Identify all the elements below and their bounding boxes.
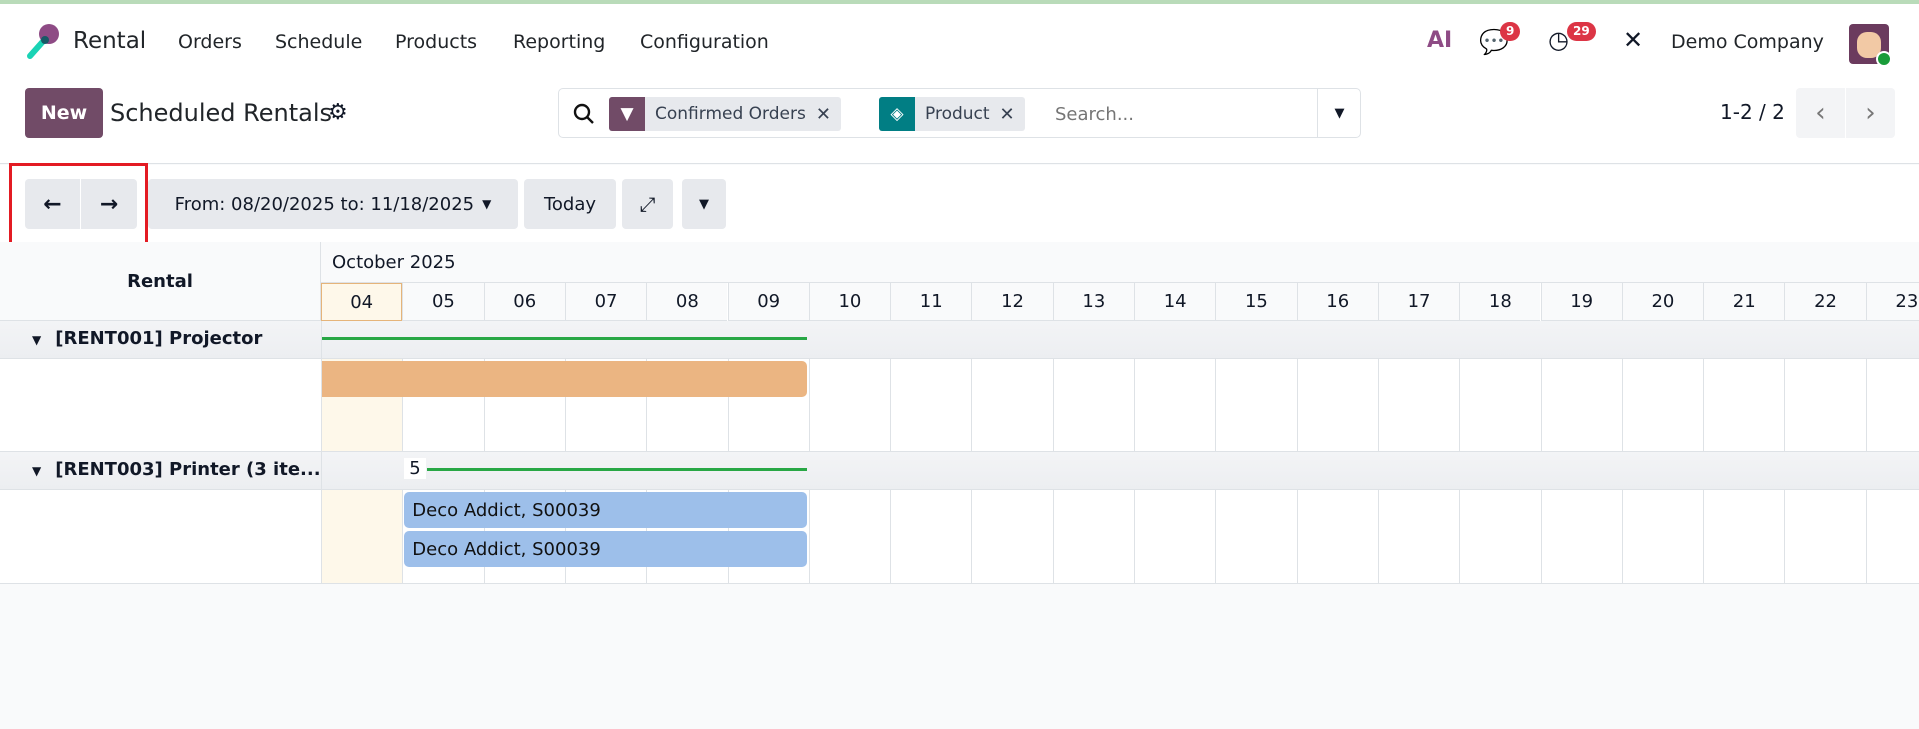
day-header: 09: [727, 283, 809, 321]
rental-app-icon[interactable]: [24, 22, 62, 62]
highlight-box: [9, 163, 148, 247]
day-header: 23: [1865, 283, 1919, 321]
top-border: [0, 0, 1919, 4]
next-period-button[interactable]: →: [81, 179, 137, 229]
group-progress-line: [321, 337, 807, 340]
row-header-title: Rental: [0, 242, 321, 321]
menu-configuration[interactable]: Configuration: [640, 31, 769, 53]
search-options-toggle[interactable]: ▼: [1317, 89, 1361, 137]
day-header: 05: [402, 283, 484, 321]
expand-icon[interactable]: ⤢: [622, 179, 673, 229]
day-header: 21: [1703, 283, 1785, 321]
facet-product: ◈ Product ✕: [879, 97, 1025, 131]
app-name[interactable]: Rental: [73, 28, 147, 54]
collapse-caret-icon[interactable]: ▼: [32, 464, 42, 478]
today-button[interactable]: Today: [524, 179, 616, 229]
group-row[interactable]: [0, 321, 1919, 359]
search-bar: ▼ Confirmed Orders ✕ ◈ Product ✕ ▼: [558, 88, 1361, 138]
remove-facet-icon[interactable]: ✕: [815, 103, 831, 125]
menu-reporting[interactable]: Reporting: [513, 31, 606, 53]
day-header: 17: [1377, 283, 1460, 321]
search-input[interactable]: [1055, 97, 1315, 131]
gantt-view: Rental October 2025 04 05 06 07 08 09 10 11 12 13…: [0, 242, 1919, 584]
gantt-toolbar: ← → From: 08/20/2025 to: 11/18/2025 ▼ Tod…: [0, 163, 1919, 247]
day-header: 11: [890, 283, 972, 321]
day-header: 14: [1134, 283, 1216, 321]
group-row[interactable]: [0, 452, 1919, 490]
day-header: 04: [321, 283, 403, 321]
gantt-pill[interactable]: Deco Addict, S00039: [404, 531, 807, 567]
day-header: 12: [971, 283, 1053, 321]
gear-icon[interactable]: ⚙: [328, 100, 348, 125]
navbar: Rental Orders Schedule Products Reportin…: [0, 4, 1919, 82]
day-header: 16: [1296, 283, 1378, 321]
day-header: 22: [1784, 283, 1866, 321]
menu-orders[interactable]: Orders: [178, 31, 242, 53]
month-label: October 2025: [332, 252, 456, 273]
pager-value: 1-2 / 2: [1720, 100, 1785, 124]
layers-icon: ◈: [879, 97, 915, 131]
day-header: 08: [646, 283, 728, 321]
control-panel: New Scheduled Rentals ⚙ ▼ Confirmed Orde…: [0, 82, 1919, 164]
avatar[interactable]: [1849, 24, 1892, 67]
ai-icon[interactable]: AI: [1427, 28, 1453, 53]
messages-badge: 9: [1500, 22, 1521, 41]
pager-previous[interactable]: ‹: [1796, 88, 1845, 138]
company-switcher[interactable]: Demo Company: [1671, 31, 1824, 53]
day-header: 10: [808, 283, 891, 321]
caret-down-icon: ▼: [482, 197, 492, 211]
search-icon[interactable]: [573, 103, 595, 125]
activities-badge: 29: [1567, 22, 1596, 41]
facet-confirmed-orders: ▼ Confirmed Orders ✕: [609, 97, 841, 131]
date-range-label: From: 08/20/2025 to: 11/18/2025: [174, 193, 475, 215]
tools-icon[interactable]: ✕: [1623, 26, 1644, 54]
date-range-button[interactable]: From: 08/20/2025 to: 11/18/2025 ▼: [148, 179, 518, 229]
day-header: 06: [483, 283, 565, 321]
collapse-caret-icon[interactable]: ▼: [32, 333, 42, 347]
new-button[interactable]: New: [25, 88, 103, 138]
filter-icon: ▼: [609, 97, 645, 131]
menu-schedule[interactable]: Schedule: [275, 31, 363, 53]
remove-facet-icon[interactable]: ✕: [999, 103, 1015, 125]
day-header: 07: [564, 283, 647, 321]
group-label: [RENT001] Projector: [55, 328, 263, 349]
day-header: 19: [1540, 283, 1622, 321]
gantt-pill[interactable]: [321, 361, 807, 397]
gantt-pill[interactable]: Deco Addict, S00039: [404, 492, 807, 528]
facet-label: Confirmed Orders: [655, 104, 806, 124]
previous-period-button[interactable]: ←: [25, 179, 80, 229]
group-count: 5: [404, 458, 426, 479]
online-status-icon: [1876, 51, 1892, 67]
day-header: 18: [1459, 283, 1541, 321]
facet-label: Product: [925, 104, 990, 124]
day-header: 15: [1215, 283, 1297, 321]
day-header: 13: [1052, 283, 1134, 321]
group-label: [RENT003] Printer (3 ite...: [55, 459, 321, 480]
group-progress-line: [427, 468, 807, 471]
day-header: 20: [1621, 283, 1704, 321]
more-options-icon[interactable]: ▼: [682, 179, 726, 229]
clock-icon[interactable]: ◷: [1548, 26, 1569, 54]
pager-next[interactable]: ›: [1846, 88, 1895, 138]
menu-products[interactable]: Products: [395, 31, 478, 53]
page-title: Scheduled Rentals: [110, 99, 333, 127]
